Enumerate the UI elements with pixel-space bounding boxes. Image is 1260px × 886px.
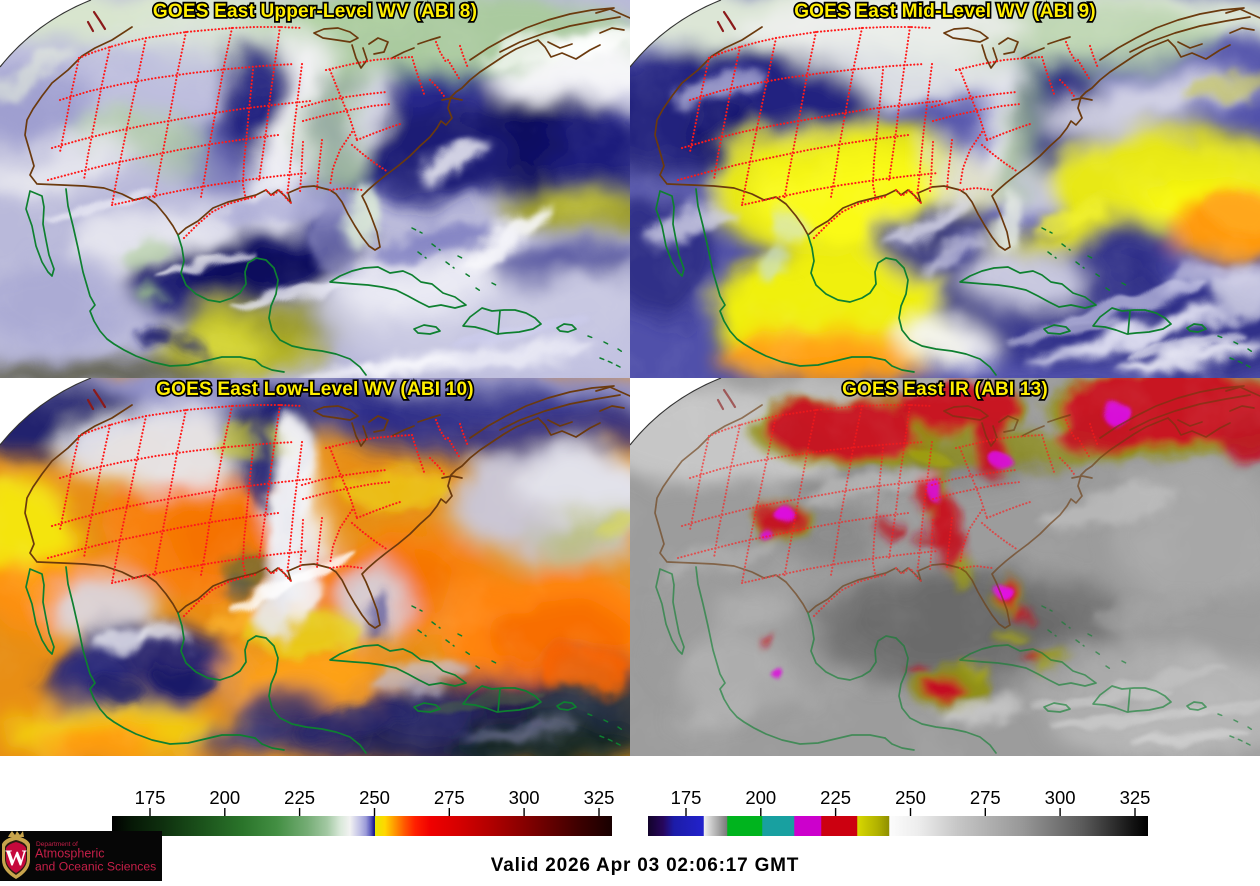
svg-text:325: 325 bbox=[1120, 787, 1151, 808]
svg-text:Atmospheric: Atmospheric bbox=[35, 847, 104, 861]
svg-text:GOES East Mid-Level WV (ABI 9): GOES East Mid-Level WV (ABI 9) bbox=[794, 1, 1096, 22]
svg-text:200: 200 bbox=[745, 787, 776, 808]
svg-text:275: 275 bbox=[434, 787, 465, 808]
svg-text:175: 175 bbox=[671, 787, 702, 808]
svg-text:225: 225 bbox=[820, 787, 851, 808]
svg-text:300: 300 bbox=[1045, 787, 1076, 808]
svg-text:W: W bbox=[5, 845, 27, 870]
svg-text:GOES East Low-Level WV (ABI 10: GOES East Low-Level WV (ABI 10) bbox=[156, 379, 474, 400]
svg-text:250: 250 bbox=[895, 787, 926, 808]
svg-text:Valid 2026 Apr 03 02:06:17 GMT: Valid 2026 Apr 03 02:06:17 GMT bbox=[491, 855, 799, 876]
svg-text:Department of: Department of bbox=[36, 841, 78, 848]
svg-text:325: 325 bbox=[584, 787, 615, 808]
svg-text:and Oceanic Sciences: and Oceanic Sciences bbox=[35, 860, 156, 874]
svg-text:GOES East IR (ABI 13): GOES East IR (ABI 13) bbox=[842, 379, 1048, 400]
svg-text:GOES East Upper-Level WV (ABI: GOES East Upper-Level WV (ABI 8) bbox=[153, 1, 477, 22]
svg-text:200: 200 bbox=[209, 787, 240, 808]
svg-text:300: 300 bbox=[509, 787, 540, 808]
svg-text:175: 175 bbox=[135, 787, 166, 808]
svg-text:250: 250 bbox=[359, 787, 390, 808]
svg-text:275: 275 bbox=[970, 787, 1001, 808]
svg-text:225: 225 bbox=[284, 787, 315, 808]
